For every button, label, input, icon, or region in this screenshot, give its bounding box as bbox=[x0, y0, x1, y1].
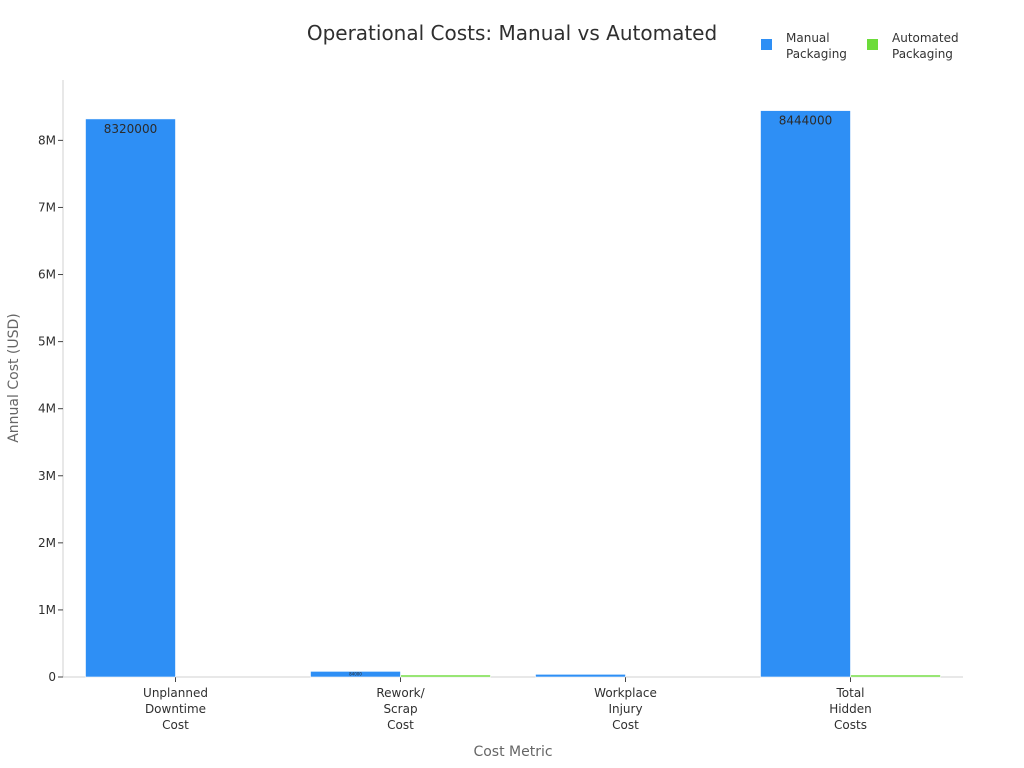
legend-label-line: Packaging bbox=[786, 47, 847, 61]
bar-automated bbox=[850, 674, 941, 678]
y-tick-label: 0 bbox=[48, 670, 56, 684]
x-tick-label-line: Injury bbox=[608, 702, 642, 716]
legend-swatch bbox=[867, 39, 878, 50]
legend: Manual Packaging Automated Packaging bbox=[761, 31, 959, 61]
x-tick-label-line: Scrap bbox=[383, 702, 417, 716]
bar-automated bbox=[400, 674, 491, 678]
y-tick-label: 5M bbox=[38, 335, 56, 349]
chart-title: Operational Costs: Manual vs Automated bbox=[307, 21, 717, 45]
legend-label-line: Packaging bbox=[892, 47, 953, 61]
y-tick-label: 4M bbox=[38, 402, 56, 416]
data-labels: 8320000 84000 8444000 bbox=[104, 114, 832, 677]
y-axis: 0 1M 2M 3M 4M 5M 6M 7M 8M bbox=[38, 80, 64, 684]
x-tick-label-line: Unplanned bbox=[143, 686, 208, 700]
bar-value-label: 8444000 bbox=[779, 114, 832, 128]
bar-manual bbox=[85, 118, 176, 678]
bars bbox=[85, 110, 941, 678]
x-tick-label-line: Total bbox=[835, 686, 864, 700]
x-tick-label-line: Cost bbox=[162, 718, 189, 732]
y-tick-label: 2M bbox=[38, 536, 56, 550]
x-axis-title: Cost Metric bbox=[473, 744, 552, 760]
x-tick-label: Rework/Scrap Cost bbox=[376, 686, 425, 732]
legend-label: Manual Packaging bbox=[786, 31, 847, 61]
bar-manual bbox=[535, 674, 626, 678]
x-tick-label-line: Workplace bbox=[594, 686, 657, 700]
x-tick-label-line: Cost bbox=[387, 718, 414, 732]
x-tick-label: Total Hidden Costs bbox=[829, 686, 872, 732]
legend-label-line: Manual bbox=[786, 31, 830, 45]
y-tick-label: 8M bbox=[38, 133, 56, 147]
x-tick-label: Workplace Injury Cost bbox=[594, 686, 657, 732]
bar-manual bbox=[760, 110, 851, 678]
x-tick-label-line: Costs bbox=[834, 718, 867, 732]
y-tick-label: 7M bbox=[38, 200, 56, 214]
x-tick-label-line: Rework/ bbox=[376, 686, 425, 700]
x-tick-label: Unplanned Downtime Cost bbox=[143, 686, 208, 732]
bar-manual bbox=[310, 671, 401, 678]
legend-swatch bbox=[761, 39, 772, 50]
x-tick-label-line: Cost bbox=[612, 718, 639, 732]
y-tick-label: 6M bbox=[38, 268, 56, 282]
y-tick-label: 1M bbox=[38, 603, 56, 617]
bar-value-label: 8320000 bbox=[104, 122, 157, 136]
x-tick-label-line: Downtime bbox=[145, 702, 206, 716]
x-tick-label-line: Hidden bbox=[829, 702, 872, 716]
y-axis-title: Annual Cost (USD) bbox=[6, 313, 22, 443]
legend-label: Automated Packaging bbox=[892, 31, 959, 61]
y-tick-label: 3M bbox=[38, 469, 56, 483]
bar-value-label: 84000 bbox=[349, 672, 362, 677]
legend-label-line: Automated bbox=[892, 31, 959, 45]
